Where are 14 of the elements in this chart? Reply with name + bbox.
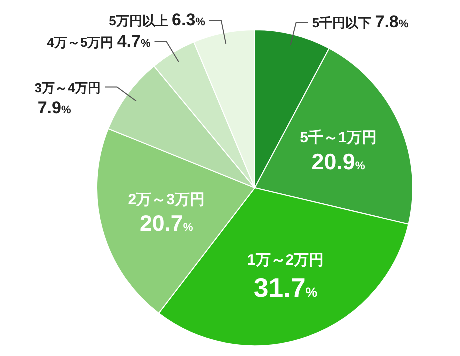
data-label: 7.8%: [375, 12, 409, 32]
slice-label: 5千～1万円: [300, 129, 377, 146]
data-label: 20.7%: [140, 211, 194, 236]
data-label: 4.7%: [117, 32, 151, 51]
slice-label: 3万～4万円: [34, 80, 102, 96]
data-label: 31.7%: [254, 272, 318, 303]
data-label: 20.9%: [312, 149, 366, 174]
data-label: 7.9%: [38, 98, 72, 118]
data-label: 6.3%: [172, 10, 206, 30]
slice-label: 5万円以上: [109, 14, 172, 29]
slice-label: 1万～2万円: [247, 252, 324, 269]
slice-label: 2万～3万円: [128, 191, 205, 208]
slice-label: 5千円以下: [312, 15, 376, 30]
slice-label: 4万～5万円: [47, 34, 118, 50]
